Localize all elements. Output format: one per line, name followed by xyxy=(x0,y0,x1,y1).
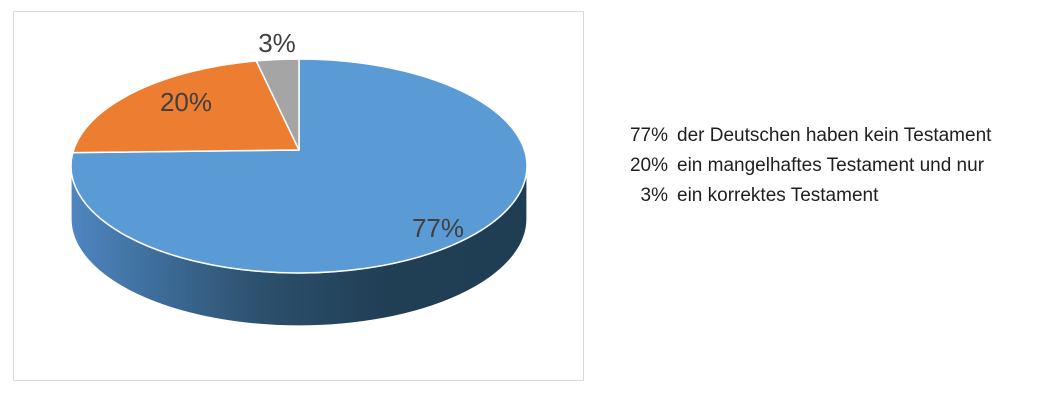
percent-value: 77% xyxy=(629,125,668,146)
pie-slice-77% xyxy=(70,58,528,274)
annotation-line: 3% ein korrektes Testament xyxy=(623,181,991,211)
annotation-block: 77% der Deutschen haben kein Testament 2… xyxy=(623,121,991,211)
chart-area: 77% 20% 3% xyxy=(13,11,584,381)
pie-chart-svg: 77% 20% 3% xyxy=(70,28,528,327)
line-text: ein korrektes Testament xyxy=(677,185,879,206)
percent-value: 3% xyxy=(640,185,668,206)
pie-data-label: 3% xyxy=(258,28,296,58)
pie-data-label: 20% xyxy=(160,87,212,117)
pie-data-label: 77% xyxy=(412,213,464,243)
pie-slice-20% xyxy=(72,60,300,154)
annotation-line: 20% ein mangelhaftes Testament und nur xyxy=(623,151,991,181)
percent-value: 20% xyxy=(629,155,668,176)
annotation-line: 77% der Deutschen haben kein Testament xyxy=(623,121,991,151)
line-text: ein mangelhaftes Testament und nur xyxy=(677,155,985,176)
pie-slice-3% xyxy=(255,58,300,151)
line-text: der Deutschen haben kein Testament xyxy=(677,125,992,146)
